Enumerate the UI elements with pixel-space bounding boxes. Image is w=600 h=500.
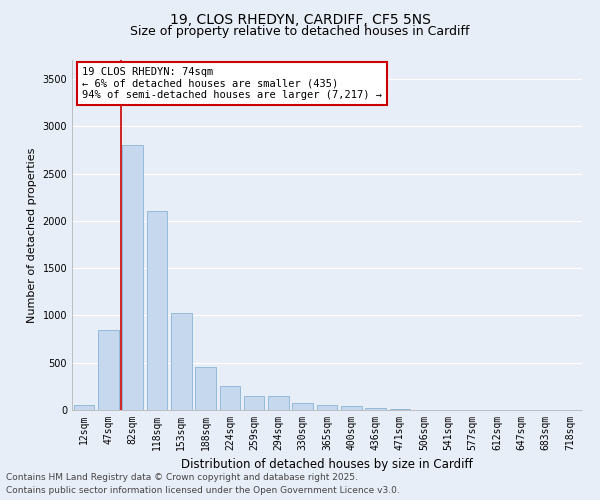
Bar [317, 405, 337, 410]
Bar [220, 386, 240, 410]
Text: Contains HM Land Registry data © Crown copyright and database right 2025.: Contains HM Land Registry data © Crown c… [6, 474, 358, 482]
Text: Size of property relative to detached houses in Cardiff: Size of property relative to detached ho… [130, 25, 470, 38]
Bar [268, 396, 289, 410]
Bar [98, 330, 119, 410]
X-axis label: Distribution of detached houses by size in Cardiff: Distribution of detached houses by size … [181, 458, 473, 471]
Bar [171, 312, 191, 410]
Bar [146, 212, 167, 410]
Bar [195, 368, 216, 410]
Y-axis label: Number of detached properties: Number of detached properties [27, 148, 37, 322]
Text: 19, CLOS RHEDYN, CARDIFF, CF5 5NS: 19, CLOS RHEDYN, CARDIFF, CF5 5NS [170, 12, 430, 26]
Bar [244, 396, 265, 410]
Bar [341, 406, 362, 410]
Bar [365, 408, 386, 410]
Text: Contains public sector information licensed under the Open Government Licence v3: Contains public sector information licen… [6, 486, 400, 495]
Bar [122, 145, 143, 410]
Bar [389, 409, 410, 410]
Bar [74, 406, 94, 410]
Bar [292, 404, 313, 410]
Text: 19 CLOS RHEDYN: 74sqm
← 6% of detached houses are smaller (435)
94% of semi-deta: 19 CLOS RHEDYN: 74sqm ← 6% of detached h… [82, 67, 382, 100]
